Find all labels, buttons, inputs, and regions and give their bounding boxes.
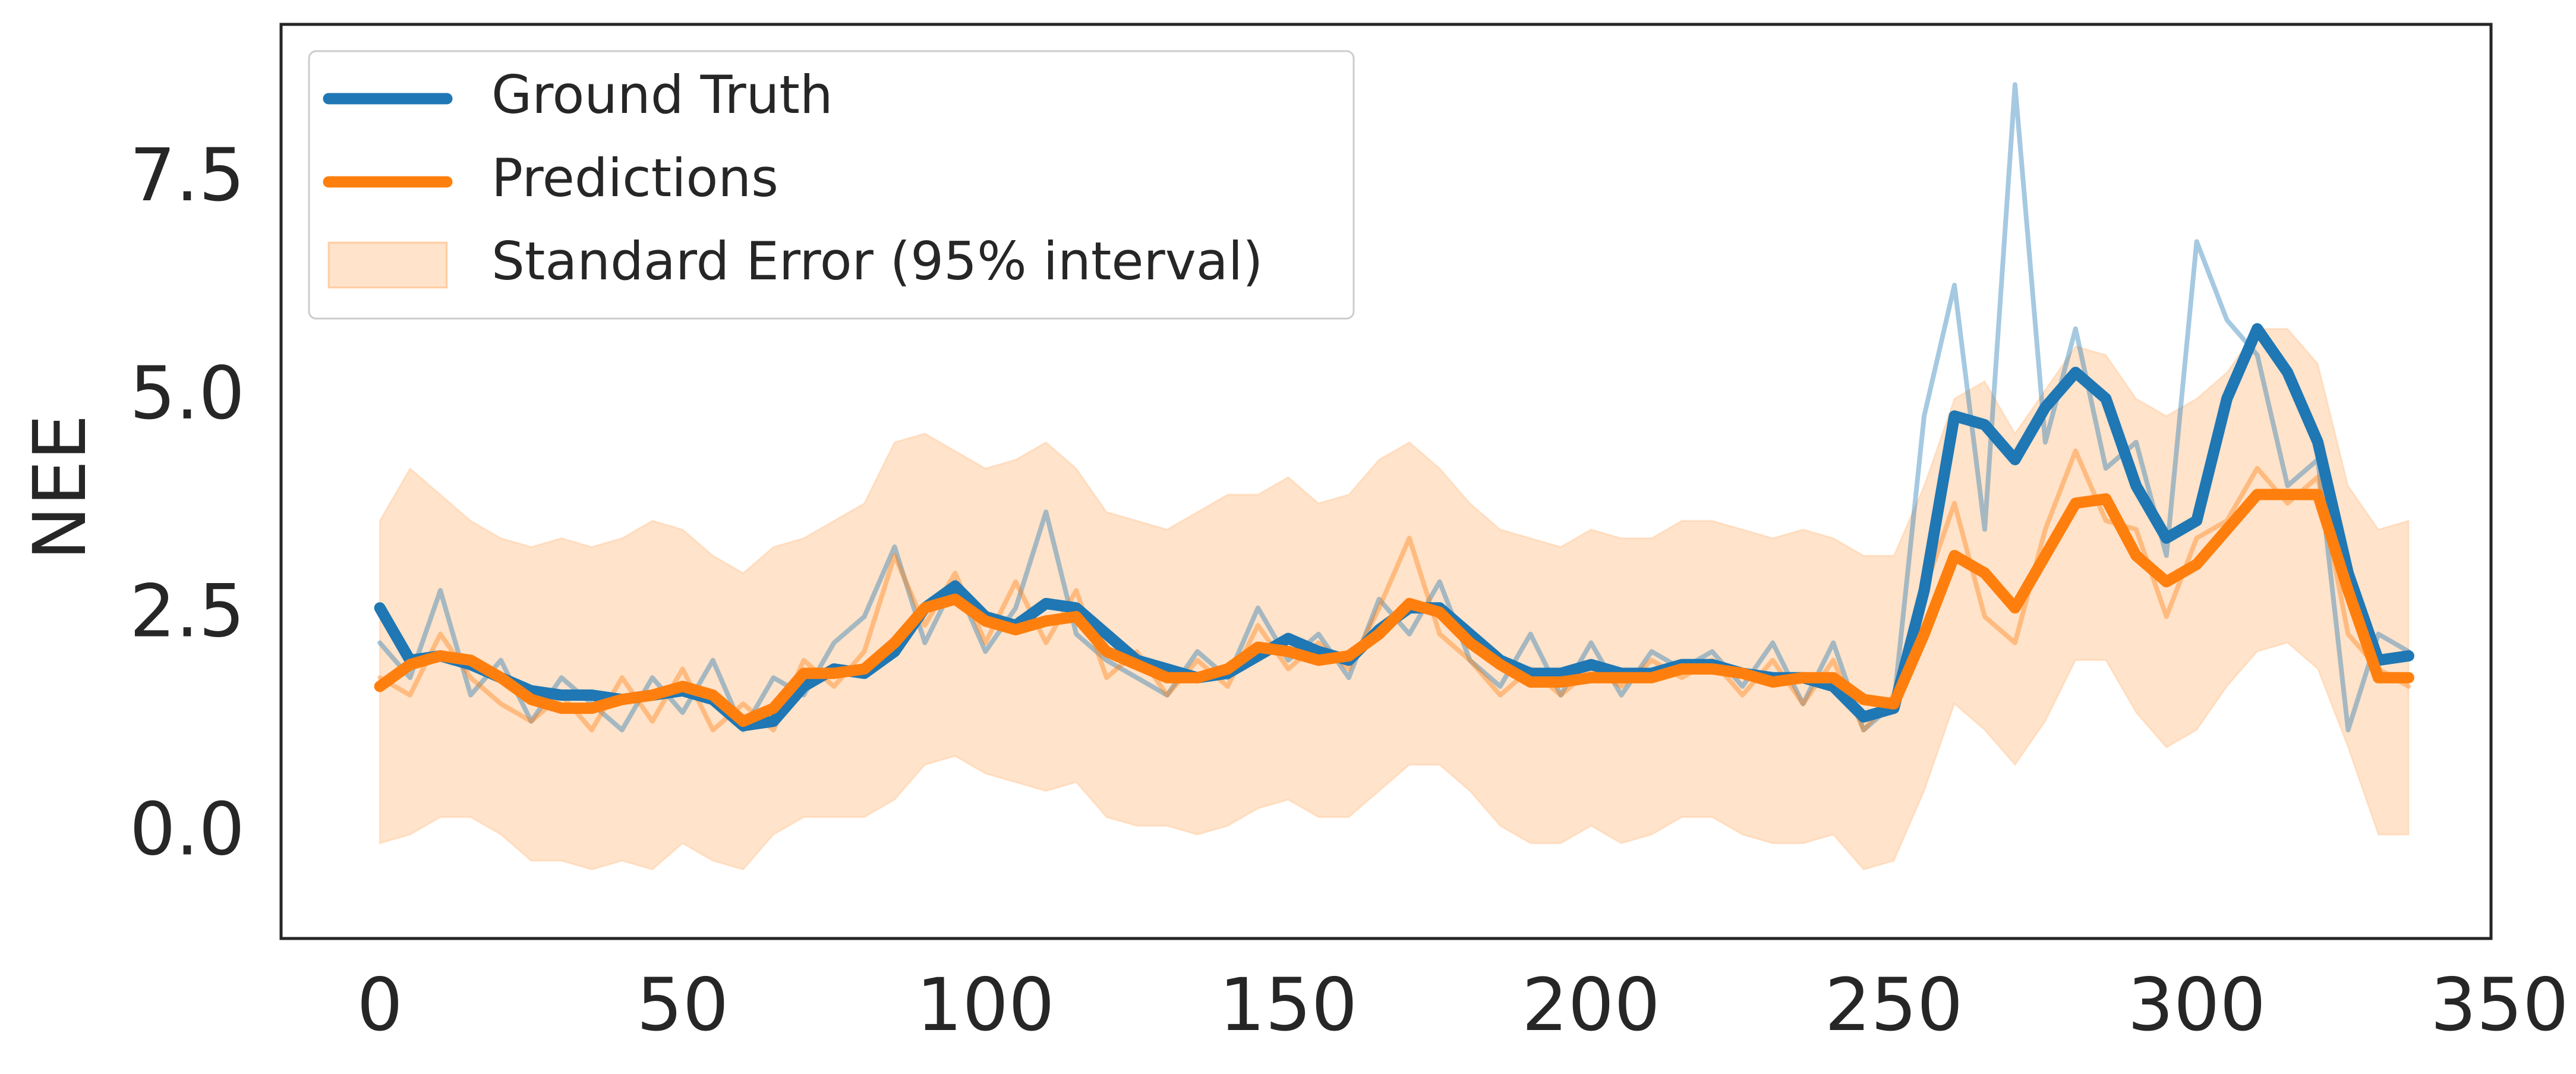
y-tick-label: 0.0 <box>130 788 245 872</box>
y-tick-label: 5.0 <box>130 351 245 436</box>
legend-label: Standard Error (95% interval) <box>491 231 1263 292</box>
x-tick-label: 100 <box>916 963 1055 1047</box>
x-tick-label: 250 <box>1825 963 1963 1047</box>
y-axis-label: NEE <box>18 414 102 560</box>
x-tick-label: 150 <box>1219 963 1357 1047</box>
x-tick-label: 50 <box>636 963 729 1047</box>
legend-label: Ground Truth <box>491 64 833 125</box>
x-tick-label: 300 <box>2127 963 2266 1047</box>
x-tick-label: 350 <box>2430 963 2569 1047</box>
x-tick-label: 200 <box>1522 963 1660 1047</box>
legend-box <box>308 50 1355 320</box>
y-tick-label: 2.5 <box>130 569 245 654</box>
raw-line <box>377 448 2411 733</box>
y-tick-label: 7.5 <box>130 133 245 218</box>
legend-swatch <box>327 241 448 289</box>
series-line <box>374 489 2414 727</box>
legend-label: Predictions <box>491 147 778 209</box>
error-band <box>379 327 2410 871</box>
x-tick-label: 0 <box>357 963 403 1047</box>
plot-frame <box>279 23 2493 940</box>
